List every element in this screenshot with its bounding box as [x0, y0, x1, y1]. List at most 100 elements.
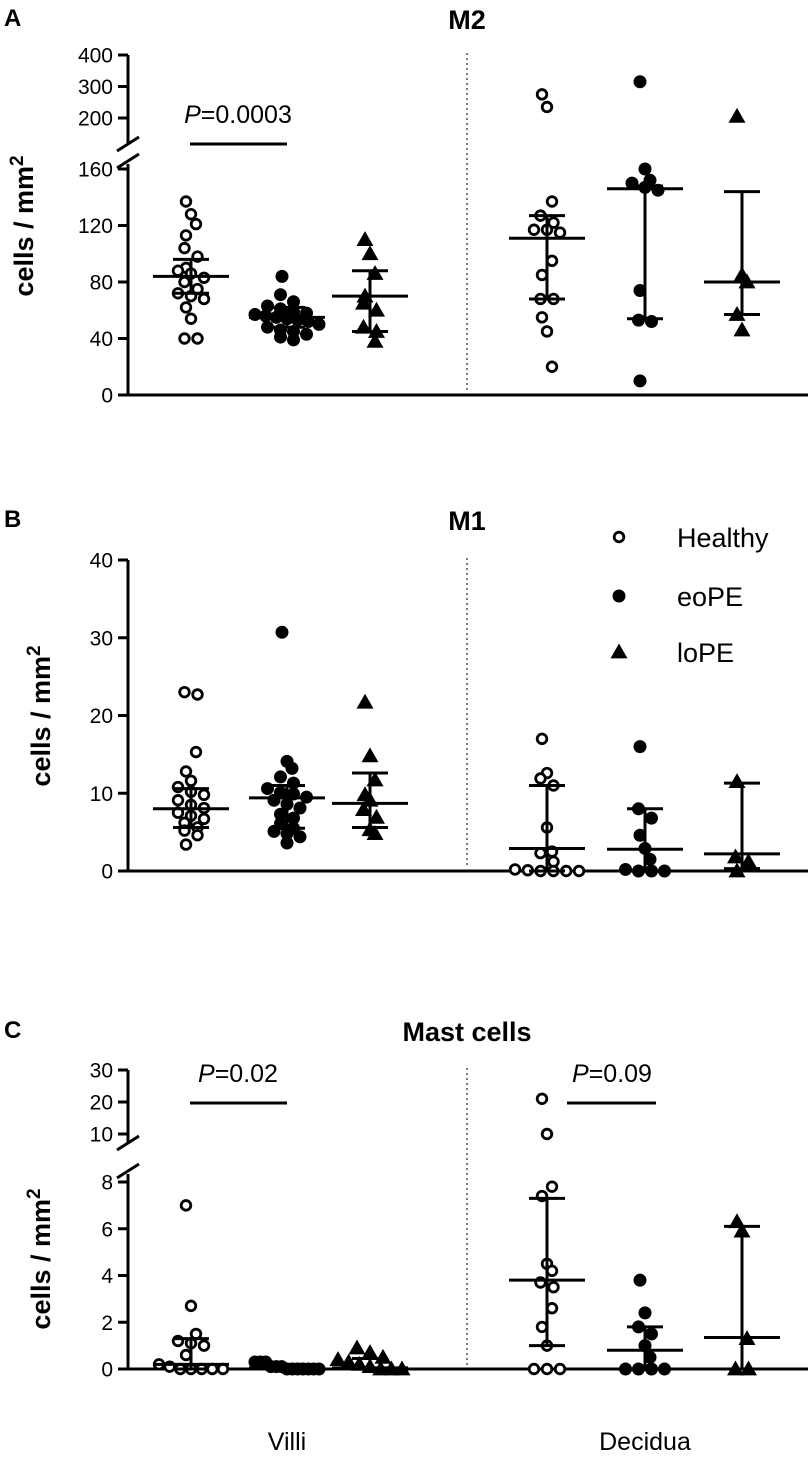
panel-b-letter: B [4, 506, 21, 533]
panel-b-decidua-eope-point [633, 740, 647, 754]
panel-a-villi-healthy-point [179, 301, 193, 314]
panel-b-villi-healthy-point [197, 812, 211, 826]
panel-a-decidua-healthy-point [540, 100, 554, 114]
panel-a-decidua-healthy-point [535, 268, 549, 282]
panel-a-letter: A [4, 5, 21, 32]
panel-a-axis-break-top [116, 135, 140, 153]
panel-c-decidua-healthy-point [540, 1362, 554, 1376]
panel-b-villi-eope-point [274, 807, 287, 821]
panel-c-decidua-healthy-point [553, 1362, 567, 1376]
panel-b-villi-lope-point [355, 801, 372, 816]
panel-a-decidua-healthy-point [545, 195, 559, 208]
panel-a-decidua-healthy-point [545, 360, 559, 373]
panel-b-villi-healthy-point [179, 838, 193, 851]
panel-a-villi-lope-point [355, 318, 372, 334]
panel-a-ytick-label: 120 [78, 215, 113, 238]
panel-b-decidua-eope-point [658, 864, 671, 878]
panel-c-decidua-eope-point [638, 1306, 652, 1320]
panel-a-decidua-healthy-point [545, 254, 559, 268]
panel-a-villi-healthy-point [184, 207, 198, 221]
xlabel-villi: Villi [268, 1428, 306, 1456]
panel-a-villi-eope-point [287, 333, 300, 347]
panel-a-villi-eope-point [300, 327, 313, 341]
panel-b-villi-eope-point [275, 625, 289, 639]
panel-b-villi-eope-point [280, 836, 294, 850]
panel-b-decidua-eope-point [643, 852, 657, 866]
panel-b-villi-healthy-point [189, 745, 203, 759]
panel-a-ytick-label: 160 [78, 159, 113, 182]
panel-c-decidua-healthy-point [545, 1264, 559, 1278]
panel-a-ytick-label: 400 [78, 45, 113, 68]
panel-c-villi-healthy-point [179, 1348, 193, 1362]
panel-c-decidua-healthy-point [540, 1127, 554, 1141]
panel-b-villi-eope-point [267, 793, 281, 807]
panel-b-villi-lope-point [366, 825, 384, 841]
panel-a-pvalue-label: P=0.0003 [184, 101, 292, 129]
panel-b-ytick-label: 0 [101, 861, 113, 884]
panel-a-villi-lope-point [356, 231, 374, 246]
panel-a-villi-eope-point [261, 299, 274, 313]
panel-c-decidua-healthy-point [545, 1302, 559, 1315]
panel-a-villi-healthy-point [178, 332, 191, 345]
panel-c-ytick-label: 2 [101, 1312, 113, 1335]
panel-c-villi-healthy-point [197, 1339, 211, 1352]
panel-c-axis-break-bottom [116, 1162, 140, 1180]
panel-a-villi-lope-point [355, 294, 372, 310]
panel-c-ytick-label: 0 [101, 1359, 113, 1382]
panel-b-legend-label-lope: loPE [677, 638, 734, 668]
panel-c-decidua-healthy-point [545, 1180, 559, 1193]
panel-a-villi-healthy-point [178, 275, 191, 289]
panel-a-villi-healthy-point [184, 312, 198, 325]
panel-b-villi-healthy-point [197, 788, 211, 802]
panel-a-axis-break-bottom [116, 152, 140, 170]
panel-c-ytick-label: 10 [90, 1124, 113, 1147]
panel-c-title: Mast cells [402, 1017, 531, 1047]
panel-a-decidua-eope-point [645, 315, 658, 329]
panel-a-villi-healthy-point [189, 217, 203, 231]
panel-c-letter: C [4, 1017, 21, 1044]
panel-b-villi-healthy-point [171, 794, 185, 807]
panel-b-legend-marker-lope [610, 643, 628, 659]
panel-c-villi-lope-point [361, 1344, 379, 1360]
panel-b-ytick-label: 40 [90, 550, 113, 573]
panel-a-ylabel: cells / mm2 [7, 155, 39, 296]
panel-c-pvalue-label: P=0.02 [198, 1060, 278, 1088]
panel-b-villi-eope-point [293, 801, 307, 815]
panel-c-villi-lope-point [374, 1348, 392, 1364]
panel-c-decidua-eope-point [645, 1327, 658, 1341]
panel-b-villi-lope-point [361, 747, 379, 763]
panel-a-decidua-healthy-point [535, 88, 549, 101]
panel-a-decidua-healthy-point [540, 325, 554, 338]
panel-b-title: M1 [448, 506, 486, 536]
panel-b-villi-eope-point [285, 761, 299, 775]
panel-c-decidua-eope-point [643, 1350, 657, 1364]
panel-c-decidua-healthy-point [527, 1362, 541, 1376]
panel-b-ylabel: cells / mm2 [24, 645, 56, 786]
panel-c-ytick-label: 20 [90, 1092, 113, 1115]
panel-a-decidua-healthy-point [535, 311, 549, 324]
panel-a-villi-eope-point [275, 269, 289, 283]
panel-b-decidua-healthy-point [535, 732, 549, 746]
panel-a-villi-eope-point [312, 317, 326, 331]
panel-c-ytick-label: 6 [101, 1218, 113, 1241]
panel-a-villi-eope-point [274, 330, 287, 344]
panel-a-decidua-healthy-point [547, 216, 560, 229]
panel-a-ytick-label: 0 [101, 385, 113, 408]
panel-a-villi-lope-point [361, 245, 379, 261]
panel-b-ytick-label: 30 [90, 627, 113, 650]
panel-b-villi-eope-point [280, 827, 294, 841]
panel-a-title: M2 [448, 5, 486, 35]
panel-a-ytick-label: 200 [78, 108, 113, 131]
panel-a-decidua-healthy-point [527, 223, 541, 236]
panel-b-villi-eope-point [274, 770, 287, 784]
panel-c-decidua-eope-point [633, 1273, 647, 1287]
panel-b-villi-healthy-point [191, 829, 204, 842]
panel-b-legend-marker-healthy [612, 530, 626, 544]
panel-c-villi-healthy-point [184, 1299, 198, 1313]
panel-a-villi-lope-point [368, 301, 385, 317]
panel-b-villi-healthy-point [184, 774, 198, 788]
panel-c-ylabel: cells / mm2 [24, 1188, 56, 1329]
panel-c-ytick-label: 4 [101, 1265, 113, 1288]
panel-c-villi-lope-point [340, 1353, 358, 1369]
